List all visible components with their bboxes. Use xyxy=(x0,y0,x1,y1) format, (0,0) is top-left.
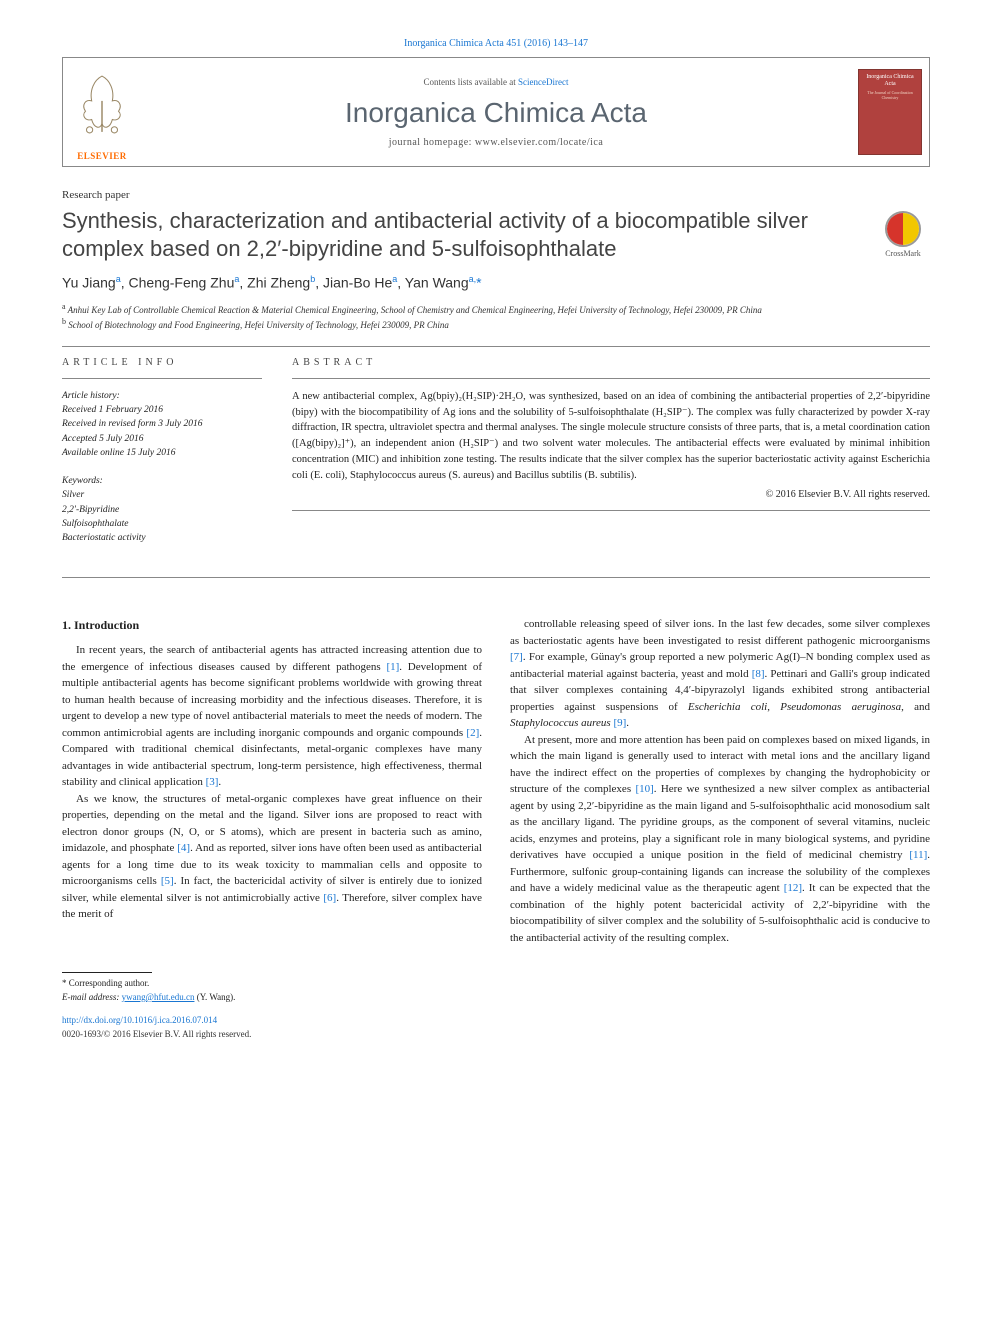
journal-homepage: journal homepage: www.elsevier.com/locat… xyxy=(389,137,604,148)
authors-line: Yu Jianga, Cheng-Feng Zhua, Zhi Zhengb, … xyxy=(62,274,930,291)
doi-link[interactable]: http://dx.doi.org/10.1016/j.ica.2016.07.… xyxy=(62,1015,217,1025)
cover-title: Inorganica Chimica Acta xyxy=(863,74,917,88)
sciencedirect-link[interactable]: ScienceDirect xyxy=(518,77,568,87)
contents-prefix: Contents lists available at xyxy=(424,77,518,87)
info-bottom-divider xyxy=(62,577,930,578)
journal-cover: Inorganica Chimica Acta The Journal of C… xyxy=(851,58,929,166)
affiliation-b: School of Biotechnology and Food Enginee… xyxy=(68,320,449,330)
history-online: Available online 15 July 2016 xyxy=(62,446,262,460)
homepage-url: www.elsevier.com/locate/ica xyxy=(475,137,603,148)
abstract-bottom-divider xyxy=(292,510,930,511)
author-email[interactable]: ywang@hfut.edu.cn xyxy=(122,992,195,1002)
corresponding-author: * Corresponding author. xyxy=(62,977,930,991)
affiliation-a: Anhui Key Lab of Controllable Chemical R… xyxy=(68,305,762,315)
issn-line: 0020-1693/© 2016 Elsevier B.V. All right… xyxy=(62,1028,930,1042)
keyword: 2,2′-Bipyridine xyxy=(62,503,262,517)
keywords-head: Keywords: xyxy=(62,474,262,488)
history-revised: Received in revised form 3 July 2016 xyxy=(62,417,262,431)
elsevier-label: ELSEVIER xyxy=(71,151,133,161)
paragraph: In recent years, the search of antibacte… xyxy=(62,642,482,791)
abstract-heading: abstract xyxy=(292,357,930,368)
history-head: Article history: xyxy=(62,389,262,403)
citation-line: Inorganica Chimica Acta 451 (2016) 143–1… xyxy=(62,38,930,49)
divider xyxy=(62,346,930,347)
paragraph: At present, more and more attention has … xyxy=(510,732,930,947)
elsevier-tree-icon xyxy=(71,64,133,144)
homepage-label: journal homepage: xyxy=(389,137,475,148)
history-accepted: Accepted 5 July 2016 xyxy=(62,432,262,446)
cover-subtitle: The Journal of Coordination Chemistry xyxy=(863,90,917,100)
article-title: Synthesis, characterization and antibact… xyxy=(62,207,862,262)
abstract-divider xyxy=(292,378,930,379)
crossmark-label: CrossMark xyxy=(885,249,921,258)
doi-line: http://dx.doi.org/10.1016/j.ica.2016.07.… xyxy=(62,1014,930,1028)
abstract-copyright: © 2016 Elsevier B.V. All rights reserved… xyxy=(292,489,930,500)
paragraph: controllable releasing speed of silver i… xyxy=(510,616,930,732)
contents-available: Contents lists available at ScienceDirec… xyxy=(424,77,569,87)
abstract-text: A new antibacterial complex, Ag(bpiy)₂(H… xyxy=(292,389,930,484)
crossmark-badge[interactable]: CrossMark xyxy=(876,211,930,258)
email-line: E-mail address: ywang@hfut.edu.cn (Y. Wa… xyxy=(62,991,930,1005)
paragraph: As we know, the structures of metal-orga… xyxy=(62,791,482,923)
section-heading: 1. Introduction xyxy=(62,616,482,634)
article-type: Research paper xyxy=(62,189,930,201)
article-info-heading: article info xyxy=(62,357,262,368)
keyword: Bacteriostatic activity xyxy=(62,531,262,545)
footer: * Corresponding author. E-mail address: … xyxy=(62,972,930,1041)
keywords-block: Keywords: Silver 2,2′-Bipyridine Sulfois… xyxy=(62,474,262,545)
crossmark-icon xyxy=(885,211,921,247)
info-divider xyxy=(62,378,262,379)
email-label: E-mail address: xyxy=(62,992,122,1002)
keyword: Sulfoisophthalate xyxy=(62,517,262,531)
keyword: Silver xyxy=(62,488,262,502)
body-text: 1. Introduction In recent years, the sea… xyxy=(62,616,930,946)
footnote-rule xyxy=(62,972,152,973)
affiliations: a Anhui Key Lab of Controllable Chemical… xyxy=(62,301,930,332)
journal-name: Inorganica Chimica Acta xyxy=(345,97,647,129)
elsevier-logo: ELSEVIER xyxy=(63,58,141,166)
article-history: Article history: Received 1 February 201… xyxy=(62,389,262,460)
history-received: Received 1 February 2016 xyxy=(62,403,262,417)
email-name: (Y. Wang). xyxy=(194,992,235,1002)
journal-header: ELSEVIER Contents lists available at Sci… xyxy=(62,57,930,167)
